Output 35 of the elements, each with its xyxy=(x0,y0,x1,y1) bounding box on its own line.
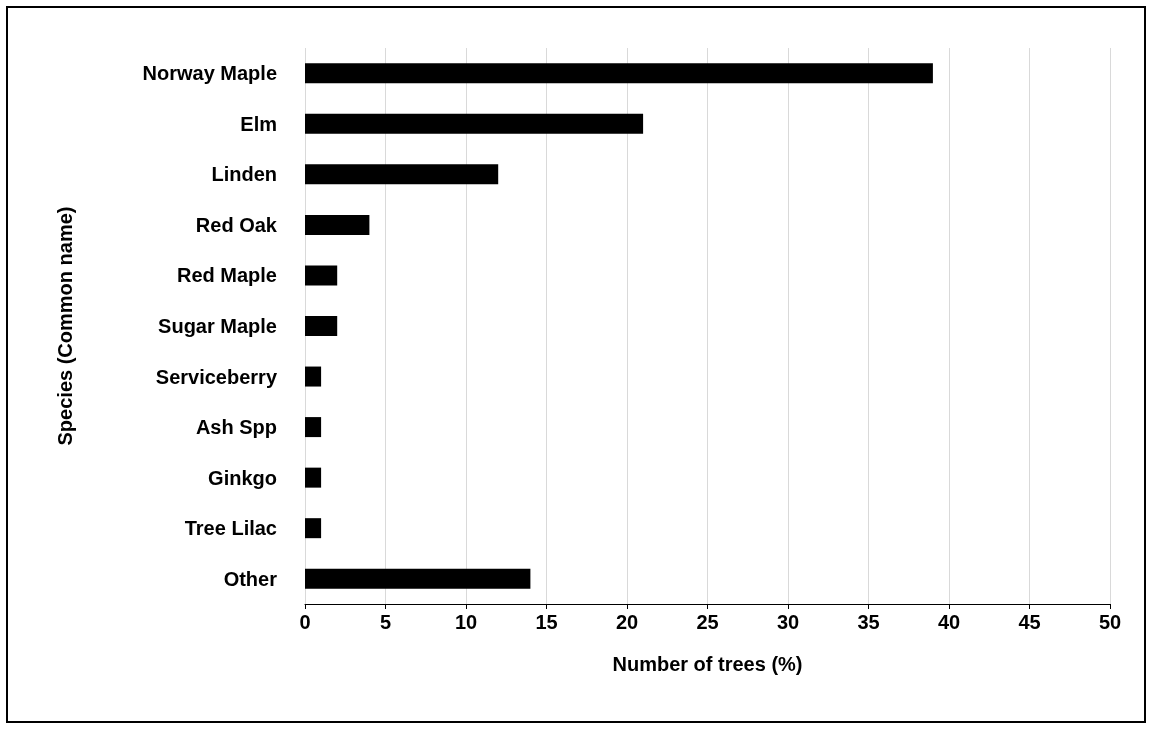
bar xyxy=(305,164,499,185)
x-tick-label: 30 xyxy=(776,611,800,633)
x-tick-label: 10 xyxy=(454,611,478,633)
y-tick-label: Red Maple xyxy=(176,264,277,287)
y-tick-label: Ash Spp xyxy=(195,416,277,439)
x-axis-title: Number of trees (%) xyxy=(612,653,803,675)
x-tick-label: 40 xyxy=(937,611,961,633)
x-tick-label: 35 xyxy=(857,611,880,633)
y-tick-label: Other xyxy=(223,567,278,590)
bar xyxy=(305,265,338,286)
bar xyxy=(305,467,322,488)
y-tick-label: Sugar Maple xyxy=(158,315,277,337)
bar xyxy=(305,214,370,235)
x-tick-label: 15 xyxy=(535,611,558,633)
bar xyxy=(305,417,322,438)
bar xyxy=(305,316,338,336)
y-tick-label: Tree Lilac xyxy=(184,517,277,540)
y-tick-label: Ginkgo xyxy=(208,466,277,489)
y-tick-label: Elm xyxy=(240,112,277,135)
y-tick-label: Serviceberry xyxy=(155,365,278,388)
x-tick-label: 0 xyxy=(299,611,311,633)
bar xyxy=(305,366,322,387)
bar xyxy=(305,568,531,589)
y-tick-label: Linden xyxy=(211,163,277,186)
y-tick-label: Norway Maple xyxy=(142,62,277,85)
x-tick-label: 45 xyxy=(1018,611,1041,633)
x-tick-label: 5 xyxy=(379,611,392,633)
bar xyxy=(305,63,933,84)
x-tick-label: 25 xyxy=(696,611,719,633)
y-tick-label: Red Oak xyxy=(195,213,278,236)
bar xyxy=(305,518,322,539)
bar xyxy=(305,113,644,134)
x-tick-label: 20 xyxy=(615,611,639,633)
x-tick-label: 50 xyxy=(1098,611,1122,633)
y-axis-title: Species (Common name) xyxy=(54,206,76,446)
